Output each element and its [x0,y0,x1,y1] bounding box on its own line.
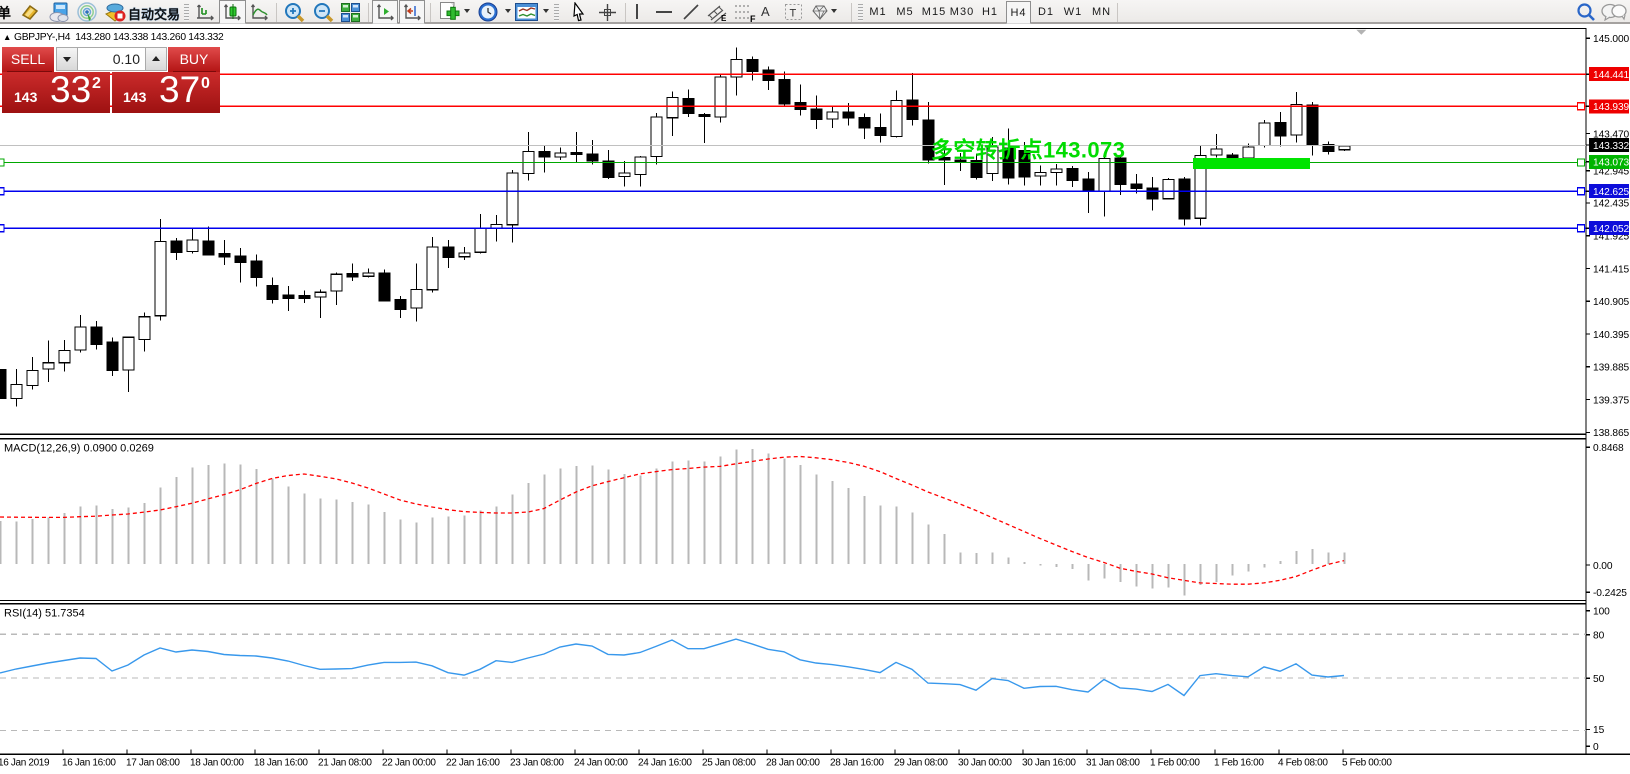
svg-text:4 Feb 08:00: 4 Feb 08:00 [1278,758,1328,769]
svg-text:142.052: 142.052 [1593,224,1630,235]
svg-text:25 Jan 08:00: 25 Jan 08:00 [702,758,756,769]
svg-text:145.000: 145.000 [1593,34,1630,45]
svg-text:143.939: 143.939 [1593,102,1630,113]
svg-text:E: E [721,14,727,23]
svg-text:16 Jan 16:00: 16 Jan 16:00 [62,758,116,769]
svg-text:140.905: 140.905 [1593,297,1630,308]
svg-text:143.470: 143.470 [1593,129,1630,140]
svg-text:143.073: 143.073 [1593,158,1630,169]
svg-text:142.435: 142.435 [1593,199,1630,210]
svg-text:多空转折点143.073: 多空转折点143.073 [931,138,1125,163]
svg-text:141.415: 141.415 [1593,264,1630,275]
svg-text:100: 100 [1593,607,1610,618]
svg-text:139.885: 139.885 [1593,363,1630,374]
svg-text:F: F [750,14,756,23]
svg-text:18 Jan 16:00: 18 Jan 16:00 [254,758,308,769]
svg-text:0.8468: 0.8468 [1593,443,1624,454]
svg-text:28 Jan 00:00: 28 Jan 00:00 [766,758,820,769]
svg-text:23 Jan 08:00: 23 Jan 08:00 [510,758,564,769]
svg-text:17 Jan 08:00: 17 Jan 08:00 [126,758,180,769]
svg-text:T: T [790,8,797,20]
svg-text:30 Jan 16:00: 30 Jan 16:00 [1022,758,1076,769]
svg-text:29 Jan 08:00: 29 Jan 08:00 [894,758,948,769]
svg-text:21 Jan 08:00: 21 Jan 08:00 [318,758,372,769]
svg-text:50: 50 [1593,674,1605,685]
svg-text:MACD(12,26,9) 0.0900 0.0269: MACD(12,26,9) 0.0900 0.0269 [4,443,154,455]
svg-text:22 Jan 00:00: 22 Jan 00:00 [382,758,436,769]
svg-text:1 Feb 16:00: 1 Feb 16:00 [1214,758,1264,769]
svg-text:15: 15 [1593,725,1605,736]
svg-text:142.945: 142.945 [1593,167,1630,178]
svg-text:0.00: 0.00 [1593,561,1613,572]
svg-text:30 Jan 00:00: 30 Jan 00:00 [958,758,1012,769]
svg-text:1 Feb 00:00: 1 Feb 00:00 [1150,758,1200,769]
svg-text:24 Jan 16:00: 24 Jan 16:00 [638,758,692,769]
svg-text:24 Jan 00:00: 24 Jan 00:00 [574,758,628,769]
svg-text:138.865: 138.865 [1593,428,1630,439]
svg-text:RSI(14) 51.7354: RSI(14) 51.7354 [4,608,85,620]
svg-text:22 Jan 16:00: 22 Jan 16:00 [446,758,500,769]
svg-text:141.925: 141.925 [1593,232,1630,243]
svg-text:140.395: 140.395 [1593,330,1630,341]
svg-text:143.332: 143.332 [1593,141,1630,152]
svg-text:28 Jan 16:00: 28 Jan 16:00 [830,758,884,769]
svg-text:-0.2425: -0.2425 [1593,588,1627,599]
svg-text:18 Jan 00:00: 18 Jan 00:00 [190,758,244,769]
svg-text:0: 0 [1593,742,1599,753]
svg-text:80: 80 [1593,631,1605,642]
svg-text:142.625: 142.625 [1593,187,1630,198]
svg-text:5 Feb 00:00: 5 Feb 00:00 [1342,758,1392,769]
svg-text:144.441: 144.441 [1593,70,1630,81]
svg-text:31 Jan 08:00: 31 Jan 08:00 [1086,758,1140,769]
svg-text:139.375: 139.375 [1593,395,1630,406]
svg-text:16 Jan 2019: 16 Jan 2019 [0,758,50,769]
